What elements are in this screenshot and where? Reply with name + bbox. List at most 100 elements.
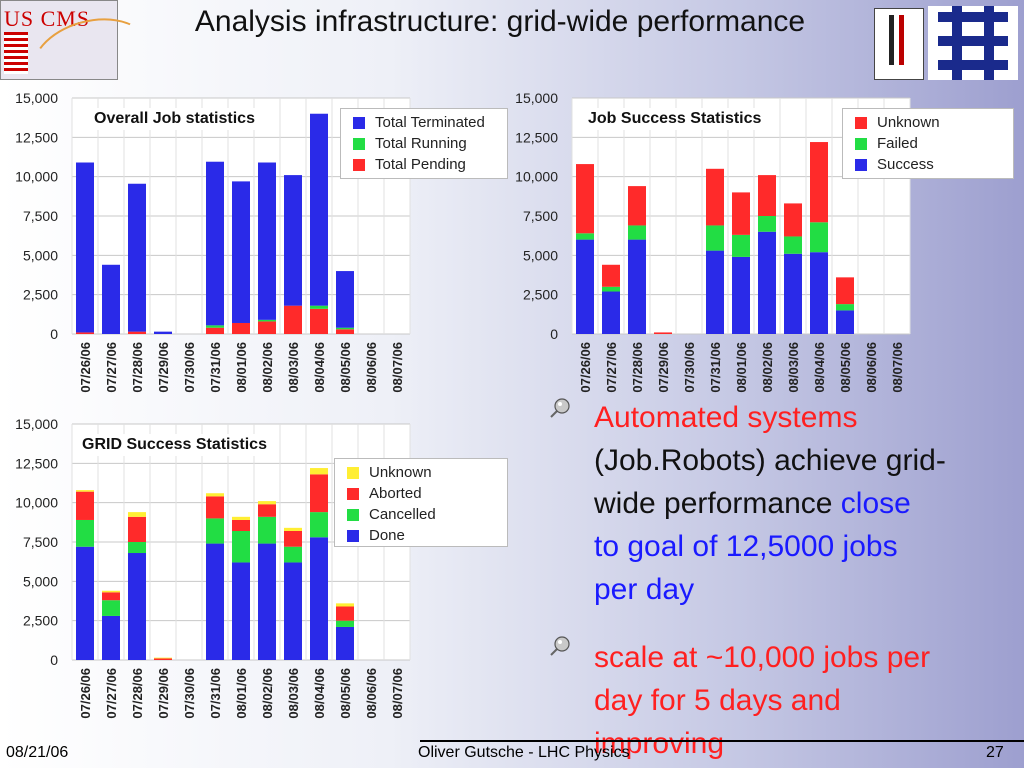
bar-segment xyxy=(628,225,646,240)
legend-label: Cancelled xyxy=(369,506,436,523)
x-tick-label: 07/31/06 xyxy=(708,342,723,393)
bar-segment xyxy=(810,142,828,223)
bar-segment xyxy=(284,527,302,531)
y-tick-label: 12,500 xyxy=(15,455,58,471)
bar-segment xyxy=(310,468,328,475)
bar-segment xyxy=(258,321,276,334)
bar-segment xyxy=(784,253,802,334)
legend-item: Total Terminated xyxy=(341,112,507,133)
y-tick-label: 7,500 xyxy=(523,208,558,224)
bullet-line: Automated systems xyxy=(594,396,946,439)
y-tick-label: 10,000 xyxy=(15,169,58,185)
bar-segment xyxy=(206,493,224,497)
bar-segment xyxy=(732,192,750,235)
bar-segment xyxy=(628,239,646,334)
bar-segment xyxy=(76,162,94,333)
footer-author: Oliver Gutsche - LHC Physics xyxy=(418,744,630,761)
x-tick-label: 08/05/06 xyxy=(338,342,353,393)
x-tick-label: 08/01/06 xyxy=(234,668,249,719)
bar-segment xyxy=(758,231,776,334)
bullet-line: wide performance close xyxy=(594,482,946,525)
bullet-line: scale at ~10,000 jobs per xyxy=(594,636,930,679)
bar-segment xyxy=(154,658,172,660)
y-tick-label: 12,500 xyxy=(15,129,58,145)
bar-segment xyxy=(576,233,594,240)
legend-swatch xyxy=(855,116,867,129)
overall-job-label: Overall Job statistics xyxy=(88,108,261,130)
x-tick-label: 07/28/06 xyxy=(130,342,145,393)
bar-segment xyxy=(258,516,276,544)
bar-segment xyxy=(206,325,224,328)
x-tick-label: 07/29/06 xyxy=(156,668,171,719)
uscms-logo: US CMS xyxy=(0,0,163,119)
x-tick-label: 08/06/06 xyxy=(364,342,379,393)
x-tick-label: 08/03/06 xyxy=(786,342,801,393)
x-tick-label: 08/01/06 xyxy=(234,342,249,393)
bar-segment xyxy=(310,537,328,660)
bar-segment xyxy=(284,530,302,547)
bar-segment xyxy=(284,546,302,563)
bar-segment xyxy=(836,310,854,334)
chart-job-success: 15,000 12,500 10,000 7,500 5,000 2,500 0 07/26/… xyxy=(500,88,920,423)
bar-segment xyxy=(128,542,146,554)
bar-segment xyxy=(128,331,146,334)
x-tick-label: 08/04/06 xyxy=(312,342,327,393)
x-tick-label: 07/28/06 xyxy=(130,668,145,719)
bullet-scale: scale at ~10,000 jobs per day for 5 days … xyxy=(594,636,930,765)
grid-success-legend: Unknown Aborted Cancelled Done xyxy=(334,458,508,547)
bullet-text-segment: (Job.Robots) achieve grid- xyxy=(594,444,946,477)
legend-label: Total Terminated xyxy=(375,114,485,131)
page-number: 27 xyxy=(986,744,1004,761)
x-tick-label: 08/02/06 xyxy=(260,668,275,719)
bullet-text-segment: day for 5 days and xyxy=(594,684,841,717)
job-success-chart-svg: 15,000 12,500 10,000 7,500 5,000 2,500 0 07/26/… xyxy=(515,90,911,393)
x-tick-label: 07/26/06 xyxy=(78,342,93,393)
y-tick-label: 7,500 xyxy=(23,534,58,550)
x-tick-label: 07/27/06 xyxy=(604,342,619,393)
legend-label: Failed xyxy=(877,135,918,152)
bar-segment xyxy=(810,252,828,334)
bar-segment xyxy=(128,183,146,332)
y-tick-label: 7,500 xyxy=(23,208,58,224)
job-success-label: Job Success Statistics xyxy=(582,108,768,130)
x-tick-label: 08/06/06 xyxy=(364,668,379,719)
bar-segment xyxy=(128,512,146,517)
bar-segment xyxy=(310,512,328,538)
x-tick-label: 08/03/06 xyxy=(286,668,301,719)
bullet-text-segment: close xyxy=(840,487,911,520)
bar-segment xyxy=(258,543,276,660)
bar-segment xyxy=(128,516,146,542)
x-tick-label: 08/02/06 xyxy=(760,342,775,393)
x-tick-label: 07/27/06 xyxy=(104,668,119,719)
y-tick-label: 5,000 xyxy=(23,573,58,589)
x-tick-label: 08/04/06 xyxy=(812,342,827,393)
fermilab-logo xyxy=(928,6,1018,80)
legend-item: Failed xyxy=(843,133,1013,154)
legend-item: Unknown xyxy=(843,112,1013,133)
bar-segment xyxy=(784,236,802,254)
x-tick-label: 07/30/06 xyxy=(182,668,197,719)
legend-label: Unknown xyxy=(369,464,432,481)
pushpin-icon xyxy=(548,634,572,658)
bar-segment xyxy=(310,474,328,513)
bar-segment xyxy=(654,332,672,334)
bar-segment xyxy=(284,175,302,306)
bar-segment xyxy=(206,327,224,334)
bar-segment xyxy=(76,332,94,334)
y-tick-label: 5,000 xyxy=(23,247,58,263)
legend-swatch xyxy=(855,137,867,150)
legend-item: Success xyxy=(843,154,1013,175)
bar-segment xyxy=(206,496,224,519)
legend-item: Aborted xyxy=(335,483,507,504)
bar-segment xyxy=(76,490,94,492)
bar-segment xyxy=(258,162,276,320)
y-tick-label: 12,500 xyxy=(515,129,558,145)
legend-label: Unknown xyxy=(877,114,940,131)
bar-segment xyxy=(602,264,620,287)
bullet-text-segment: wide performance xyxy=(594,487,841,520)
bar-segment xyxy=(232,516,250,520)
bullet-text-segment: per day xyxy=(594,573,695,606)
legend-label: Total Pending xyxy=(375,156,466,173)
legend-label: Total Running xyxy=(375,135,467,152)
bar-segment xyxy=(310,305,328,309)
